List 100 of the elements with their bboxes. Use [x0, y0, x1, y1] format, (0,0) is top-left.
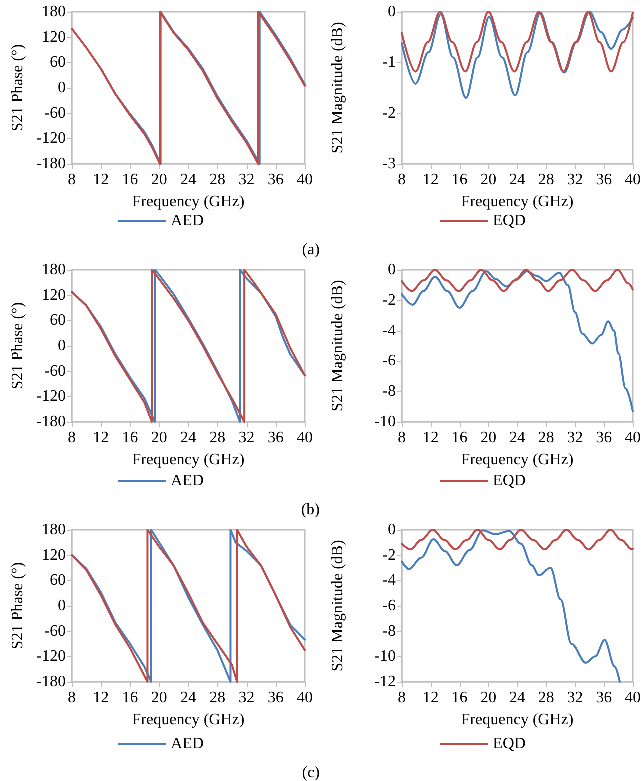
x-tick-label: 40: [297, 690, 313, 706]
y-tick-label: 0: [388, 522, 396, 538]
x-tick-label: 28: [210, 430, 226, 446]
text: (c): [302, 764, 320, 781]
x-tick-label: 12: [93, 690, 110, 706]
x-tick-label: 32: [567, 430, 584, 446]
y-tick-label: 0: [388, 262, 396, 278]
x-tick-label: 24: [180, 690, 196, 706]
x-tick-label: 36: [268, 430, 284, 446]
x-tick-label: 20: [480, 690, 497, 706]
x-tick-label: 24: [510, 172, 526, 188]
y-tick-label: 180: [42, 262, 66, 278]
x-tick-label: 20: [480, 172, 497, 188]
y-tick-label: -3: [382, 156, 396, 172]
y-tick-label: 0: [58, 338, 66, 354]
x-tick-label: 16: [452, 172, 468, 188]
x-tick-label: 40: [297, 430, 313, 446]
x-tick-label: 28: [210, 172, 226, 188]
x-tick-label: 32: [567, 172, 584, 188]
x-axis-title: Frequency (GHz): [461, 452, 574, 468]
x-tick-label: 12: [93, 172, 110, 188]
legend-label: AED: [171, 212, 204, 230]
y-axis-title: S21 Magnitude (dB): [330, 280, 346, 412]
y-tick-label: -180: [36, 156, 66, 172]
y-tick-label: -2: [382, 546, 396, 564]
y-tick-label: 120: [42, 546, 66, 564]
y-tick-label: -2: [382, 292, 396, 309]
x-tick-label: 28: [538, 172, 554, 188]
x-tick-label: 16: [122, 690, 138, 706]
x-axis-title: Frequency (GHz): [461, 194, 574, 210]
y-tick-label: -120: [36, 388, 66, 406]
x-tick-label: 36: [268, 690, 284, 706]
x-axis-title: Frequency (GHz): [461, 712, 574, 728]
y-tick-label: -4: [382, 572, 396, 590]
x-tick-label: 28: [210, 690, 226, 706]
y-tick-label: -60: [44, 104, 66, 122]
x-tick-label: 24: [510, 690, 526, 706]
x-tick-label: 24: [510, 430, 526, 446]
legend-label: EQD: [493, 736, 526, 752]
x-tick-label: 36: [596, 430, 612, 446]
x-tick-label: 28: [538, 690, 554, 706]
y-tick-label: 60: [50, 312, 66, 330]
y-tick-label: -6: [382, 598, 396, 614]
x-tick-label: 16: [122, 172, 138, 188]
y-tick-label: -8: [382, 622, 396, 640]
x-axis-title: Frequency (GHz): [132, 712, 245, 728]
y-tick-label: -120: [36, 130, 66, 148]
y-axis-title: S21 Phase (°): [9, 302, 26, 390]
y-tick-label: -4: [382, 322, 396, 340]
legend-label: EQD: [493, 212, 526, 230]
x-tick-label: 36: [268, 172, 284, 188]
y-tick-label: 0: [58, 598, 66, 614]
x-tick-label: 8: [68, 690, 76, 706]
y-tick-label: -60: [44, 622, 66, 640]
x-tick-label: 32: [567, 690, 584, 706]
y-axis-title: S21 Magnitude (dB): [330, 540, 346, 672]
x-tick-label: 20: [480, 430, 497, 446]
x-tick-label: 12: [93, 430, 110, 446]
x-tick-label: 20: [151, 690, 168, 706]
y-tick-label: -180: [36, 414, 66, 430]
x-tick-label: 8: [398, 172, 406, 188]
x-tick-label: 12: [422, 690, 439, 706]
y-axis-title: S21 Phase (°): [9, 44, 26, 132]
x-tick-label: 16: [452, 690, 468, 706]
y-tick-label: 120: [42, 28, 66, 46]
y-tick-label: -120: [36, 648, 66, 666]
x-tick-label: 16: [452, 430, 468, 446]
x-axis-title: Frequency (GHz): [132, 194, 245, 210]
x-tick-label: 32: [238, 690, 255, 706]
x-tick-label: 8: [68, 172, 76, 188]
x-tick-label: 12: [422, 430, 439, 446]
x-tick-label: 20: [151, 430, 168, 446]
x-tick-label: 32: [238, 430, 255, 446]
x-tick-label: 36: [596, 172, 612, 188]
line-series: [401, 529, 634, 551]
y-tick-label: -60: [44, 362, 66, 380]
legend-label: EQD: [493, 472, 526, 490]
x-tick-label: 36: [596, 690, 612, 706]
text: (a): [302, 242, 320, 258]
line-series: [401, 270, 634, 412]
line-series: [401, 11, 634, 73]
x-tick-label: 16: [122, 430, 138, 446]
x-tick-label: 12: [422, 172, 439, 188]
x-tick-label: 40: [625, 172, 641, 188]
y-tick-label: -6: [382, 352, 396, 370]
x-tick-label: 24: [180, 430, 196, 446]
y-tick-label: 0: [388, 4, 396, 20]
x-tick-label: 40: [625, 690, 641, 706]
y-tick-label: -1: [382, 54, 396, 72]
x-tick-label: 8: [68, 430, 76, 446]
y-tick-label: 180: [42, 522, 66, 538]
x-tick-label: 28: [538, 430, 554, 446]
x-tick-label: 40: [625, 430, 641, 446]
x-tick-label: 20: [151, 172, 168, 188]
x-tick-label: 24: [180, 172, 196, 188]
y-tick-label: -180: [36, 674, 66, 690]
y-axis-title: S21 Phase (°): [9, 562, 26, 650]
x-axis-title: Frequency (GHz): [132, 452, 245, 468]
line-series: [401, 269, 634, 292]
y-tick-label: -8: [382, 383, 396, 400]
